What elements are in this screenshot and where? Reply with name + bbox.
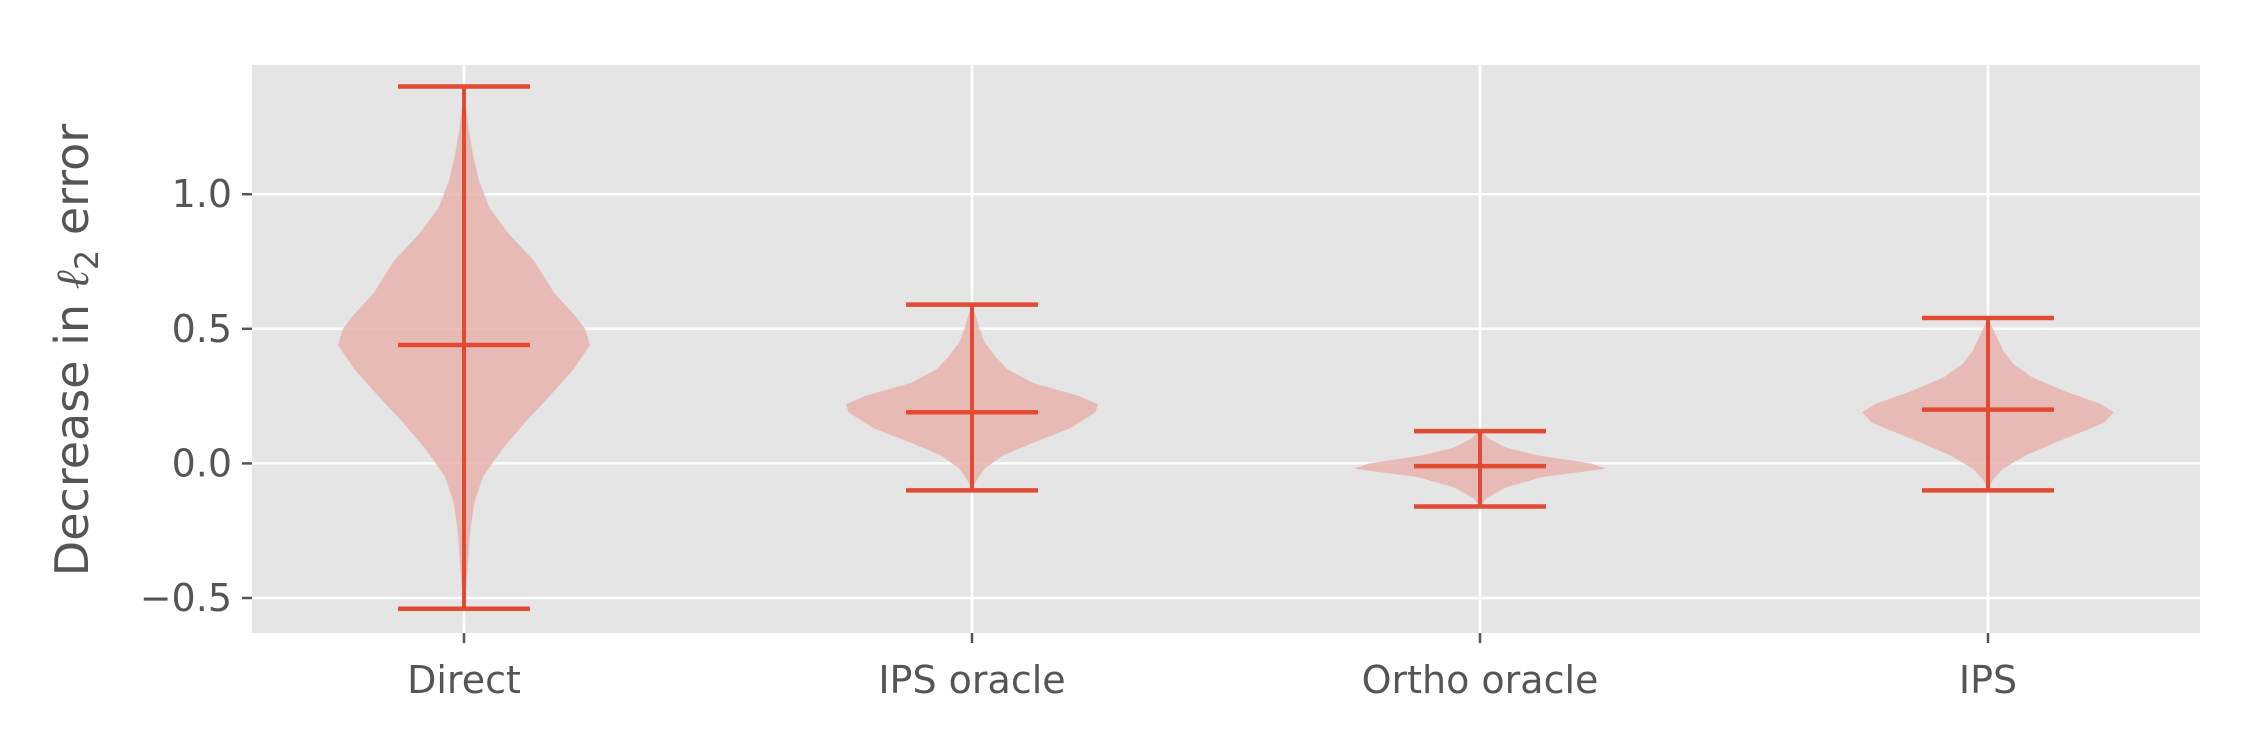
y-axis-label-symbol: ℓ [45, 269, 99, 289]
axis-ticks: −0.5 0.0 0.5 1.0 Direct IPS oracle Ortho oracl… [140, 172, 2017, 702]
x-tick-label: Ortho oracle [1362, 658, 1599, 702]
y-axis-label-subscript: 2 [68, 250, 106, 270]
y-axis-label-prefix: Decrease in [45, 289, 99, 576]
y-tick-label: 1.0 [172, 172, 232, 216]
violins [338, 84, 2114, 612]
x-tick-label: IPS oracle [878, 658, 1065, 702]
x-tick-label: IPS [1959, 658, 2017, 702]
y-tick-label: −0.5 [140, 576, 232, 620]
y-tick-label: 0.0 [172, 441, 232, 485]
x-tick-label: Direct [407, 658, 521, 702]
y-axis-label-suffix: error [45, 124, 99, 250]
y-axis-label: Decrease in ℓ2 error [45, 124, 106, 576]
y-tick-label: 0.5 [172, 307, 232, 351]
